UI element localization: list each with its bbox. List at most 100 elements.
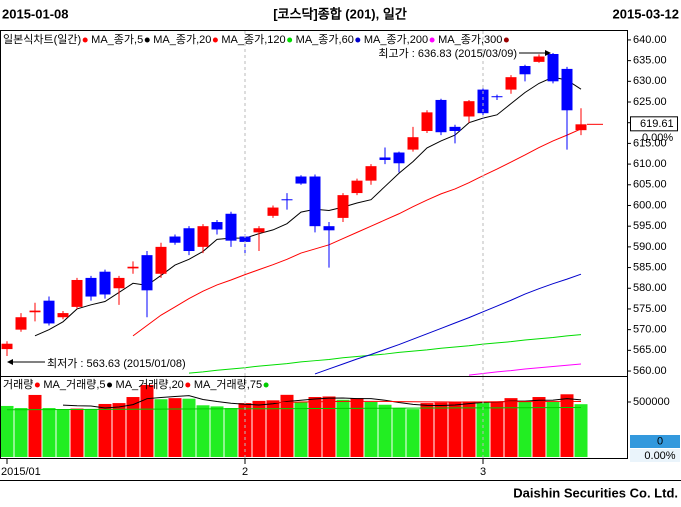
candle-body <box>141 255 153 291</box>
candle-body <box>449 126 461 131</box>
last-price-label: 619.61 <box>640 118 674 130</box>
y-tick-label: 605.00 <box>633 179 667 191</box>
volume-bar <box>490 401 504 457</box>
y-tick-label: 625.00 <box>633 96 667 108</box>
volume-bar <box>448 401 462 457</box>
volume-bar <box>266 400 280 457</box>
legend-label: MA_종가,20 <box>153 33 211 46</box>
y-tick-label: 580.00 <box>633 282 667 294</box>
candle-body <box>309 176 321 227</box>
candle-body <box>575 124 587 131</box>
volume-plot <box>1 384 588 457</box>
price-plot <box>1 53 587 376</box>
start-date: 2015-01-08 <box>2 6 69 21</box>
annotation-arrowhead <box>7 359 13 366</box>
legend-label: 일본식차트(일간) <box>3 32 81 46</box>
ma-line <box>7 406 581 411</box>
x-tick-label: 2 <box>242 466 248 478</box>
y-tick-label: 630.00 <box>633 75 667 87</box>
y-tick-label: 615.00 <box>633 137 667 149</box>
legend-label: 거래량 <box>3 378 33 391</box>
legend-marker <box>144 37 150 43</box>
volume-bar <box>70 408 84 457</box>
legend-marker <box>429 37 435 43</box>
volume-bar <box>504 398 518 457</box>
volume-current-box <box>630 435 680 448</box>
legend-label: MA_거래량,75 <box>194 378 262 391</box>
volume-bar <box>378 404 392 457</box>
x-tick-label: 2015/01 <box>1 466 41 478</box>
candle-body <box>71 279 83 307</box>
candle-body <box>365 166 377 181</box>
y-tick-label: 570.00 <box>633 324 667 336</box>
volume-bar <box>322 396 336 457</box>
y-tick-label: 595.00 <box>633 220 667 232</box>
end-date: 2015-03-12 <box>613 6 680 21</box>
annotation: 최고가 : 636.83 (2015/03/09) <box>378 47 517 60</box>
volume-bar <box>336 399 350 457</box>
candle-body <box>211 222 223 230</box>
volume-bar <box>210 406 224 457</box>
volume-bar <box>182 398 196 457</box>
candle-body <box>239 236 251 242</box>
volume-bar <box>392 408 406 457</box>
candle-body <box>57 313 69 318</box>
y-tick-label: 610.00 <box>633 158 667 170</box>
y-tick-label: 575.00 <box>633 303 667 315</box>
volume-current: 0 <box>657 435 663 447</box>
volume-bar <box>98 403 112 457</box>
volume-bar <box>1 405 14 457</box>
candle-body <box>253 228 265 233</box>
volume-bar <box>28 394 42 457</box>
legend-label: MA_종가,5 <box>91 33 143 46</box>
volume-bar <box>140 384 154 457</box>
legend-label: MA_거래량,5 <box>43 378 105 391</box>
ma-line <box>272 400 582 404</box>
volume-panel-frame <box>0 376 628 459</box>
candle-body <box>421 112 433 131</box>
candle-body <box>183 228 195 252</box>
y-tick-label: 640.00 <box>633 34 667 46</box>
legend-marker <box>212 37 218 43</box>
y-tick-label: 635.00 <box>633 55 667 67</box>
volume-bar <box>308 397 322 457</box>
candle-body <box>197 226 209 247</box>
candle-body <box>463 101 475 117</box>
legend-marker <box>34 382 40 388</box>
candle-body <box>113 277 125 289</box>
candle-body <box>99 271 111 295</box>
candle-body <box>295 176 307 184</box>
y-tick-label: 500000 <box>633 396 670 408</box>
volume-bar <box>168 398 182 457</box>
volume-bar <box>112 403 126 457</box>
volume-bar <box>546 401 560 457</box>
ma-line <box>188 334 582 374</box>
volume-bar <box>518 401 532 457</box>
candle-body <box>155 246 167 274</box>
candle-body <box>547 54 559 82</box>
candle-body <box>127 266 139 269</box>
y-tick-label: 565.00 <box>633 344 667 356</box>
legend-marker <box>355 37 361 43</box>
volume-bar <box>350 398 364 457</box>
ma-line <box>132 128 582 337</box>
candle-body <box>1 343 13 350</box>
candle-body <box>29 310 41 313</box>
x-tick-label: 3 <box>480 466 486 478</box>
volume-bar <box>420 403 434 457</box>
legend-label: MA_거래량,20 <box>116 378 184 391</box>
volume-bar <box>196 405 210 457</box>
volume-bar <box>532 397 546 457</box>
y-tick-label: 600.00 <box>633 199 667 211</box>
legend-marker <box>503 37 509 43</box>
y-tick-label: 585.00 <box>633 261 667 273</box>
y-tick-label: 560.00 <box>633 365 667 377</box>
volume-bar <box>434 402 448 457</box>
legend-marker <box>287 37 293 43</box>
volume-bar <box>56 409 70 457</box>
annotation: 최저가 : 563.63 (2015/01/08) <box>47 357 186 370</box>
footer: Daishin Securities Co. Ltd. <box>513 485 678 500</box>
candle-body <box>281 199 293 201</box>
volume-bar <box>84 409 98 457</box>
